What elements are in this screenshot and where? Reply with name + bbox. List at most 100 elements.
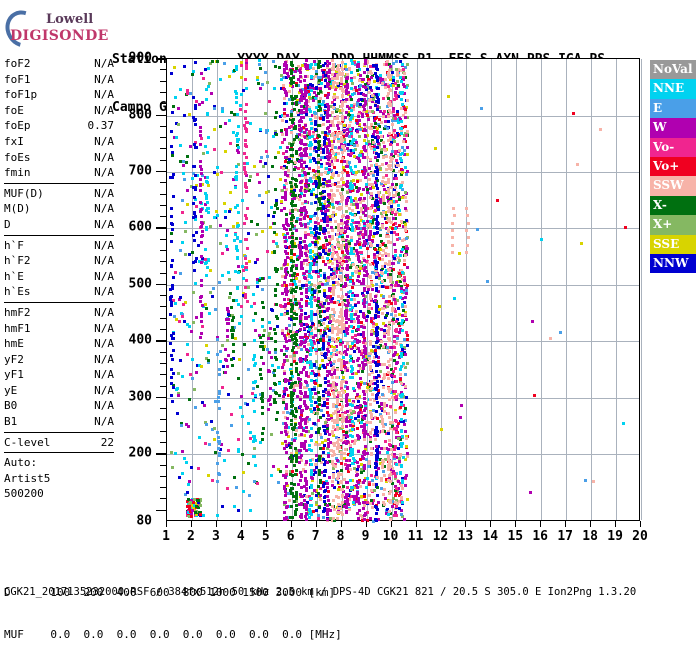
echo-point xyxy=(318,273,322,277)
echo-point xyxy=(293,274,297,278)
echo-point xyxy=(257,59,261,63)
echo-point xyxy=(330,159,334,163)
echo-point xyxy=(309,261,313,265)
echo-point xyxy=(398,323,402,327)
echo-point xyxy=(359,320,363,324)
echo-point xyxy=(303,404,307,408)
echo-point xyxy=(353,349,357,353)
echo-point xyxy=(294,367,298,371)
echo-point xyxy=(291,141,295,145)
echo-point xyxy=(402,67,406,71)
echo-point xyxy=(305,100,309,104)
echo-point xyxy=(238,240,242,244)
echo-point xyxy=(283,155,287,159)
echo-point xyxy=(204,343,208,347)
echo-point xyxy=(296,273,300,276)
echo-point xyxy=(313,363,316,367)
echo-point xyxy=(169,300,173,304)
echo-point xyxy=(298,119,302,123)
echo-point xyxy=(403,132,407,136)
echo-point xyxy=(301,167,305,171)
echo-point xyxy=(283,61,287,64)
echo-point xyxy=(324,298,328,302)
echo-point xyxy=(308,353,312,357)
echo-point xyxy=(309,63,313,67)
echo-point xyxy=(309,331,313,335)
echo-point xyxy=(225,244,229,248)
echo-point xyxy=(337,350,341,354)
echo-point xyxy=(207,361,210,365)
echo-point xyxy=(204,145,208,149)
echo-point xyxy=(305,425,309,429)
echo-point xyxy=(321,425,325,429)
echo-point xyxy=(397,195,401,199)
echo-point xyxy=(309,285,313,289)
echo-point xyxy=(351,421,355,425)
ionogram-plot[interactable] xyxy=(166,58,642,523)
echo-point xyxy=(371,73,375,77)
echo-point xyxy=(187,398,191,402)
echo-point xyxy=(351,359,355,363)
echo-point xyxy=(361,325,365,329)
echo-point xyxy=(304,59,308,63)
echo-point xyxy=(227,353,230,357)
echo-point xyxy=(311,457,314,461)
echo-point xyxy=(174,270,177,274)
echo-point xyxy=(309,177,313,180)
param-label: hmE xyxy=(4,337,24,351)
echo-point xyxy=(325,102,329,106)
echo-point xyxy=(326,279,330,283)
echo-point xyxy=(317,485,321,489)
echo-point xyxy=(231,332,234,336)
echo-point xyxy=(289,299,293,303)
echo-point xyxy=(330,267,334,271)
echo-point xyxy=(260,317,264,321)
echo-point xyxy=(316,76,320,80)
echo-point xyxy=(245,402,249,406)
param-value: N/A xyxy=(94,134,114,148)
echo-point xyxy=(360,229,364,233)
echo-point xyxy=(383,373,387,377)
echo-point xyxy=(339,338,342,342)
echo-point xyxy=(290,411,294,415)
echo-point xyxy=(403,125,407,128)
echo-point xyxy=(277,382,281,385)
echo-point xyxy=(288,126,292,129)
echo-point xyxy=(400,514,404,518)
echo-point xyxy=(293,282,297,286)
echo-point xyxy=(292,260,295,263)
echo-point xyxy=(267,332,271,336)
echo-point xyxy=(334,352,338,356)
echo-point xyxy=(298,479,302,483)
echo-point xyxy=(180,449,184,453)
echo-point xyxy=(359,463,363,467)
echo-point xyxy=(405,444,409,448)
echo-point xyxy=(365,285,369,288)
y-axis-tick xyxy=(160,295,166,297)
echo-point xyxy=(305,131,309,135)
echo-point xyxy=(388,468,392,472)
echo-point xyxy=(304,148,308,151)
echo-point xyxy=(315,176,319,180)
echo-point xyxy=(246,231,250,235)
echo-point xyxy=(181,314,185,318)
echo-point xyxy=(332,182,336,186)
echo-point xyxy=(395,463,399,467)
echo-point xyxy=(288,89,292,93)
echo-point xyxy=(364,294,367,298)
echo-point xyxy=(338,485,342,489)
echo-point xyxy=(303,124,307,128)
echo-point xyxy=(343,451,347,455)
echo-point xyxy=(307,287,311,290)
echo-point xyxy=(352,344,356,348)
echo-point xyxy=(291,84,295,88)
echo-point xyxy=(207,350,210,354)
echo-point xyxy=(194,173,198,177)
echo-point xyxy=(360,98,364,102)
echo-point xyxy=(295,102,298,106)
echo-point xyxy=(351,208,355,212)
echo-point xyxy=(383,77,387,81)
echo-point xyxy=(374,269,378,272)
echo-point xyxy=(275,233,279,237)
param-row-fmin: fmin N/A xyxy=(4,165,114,181)
